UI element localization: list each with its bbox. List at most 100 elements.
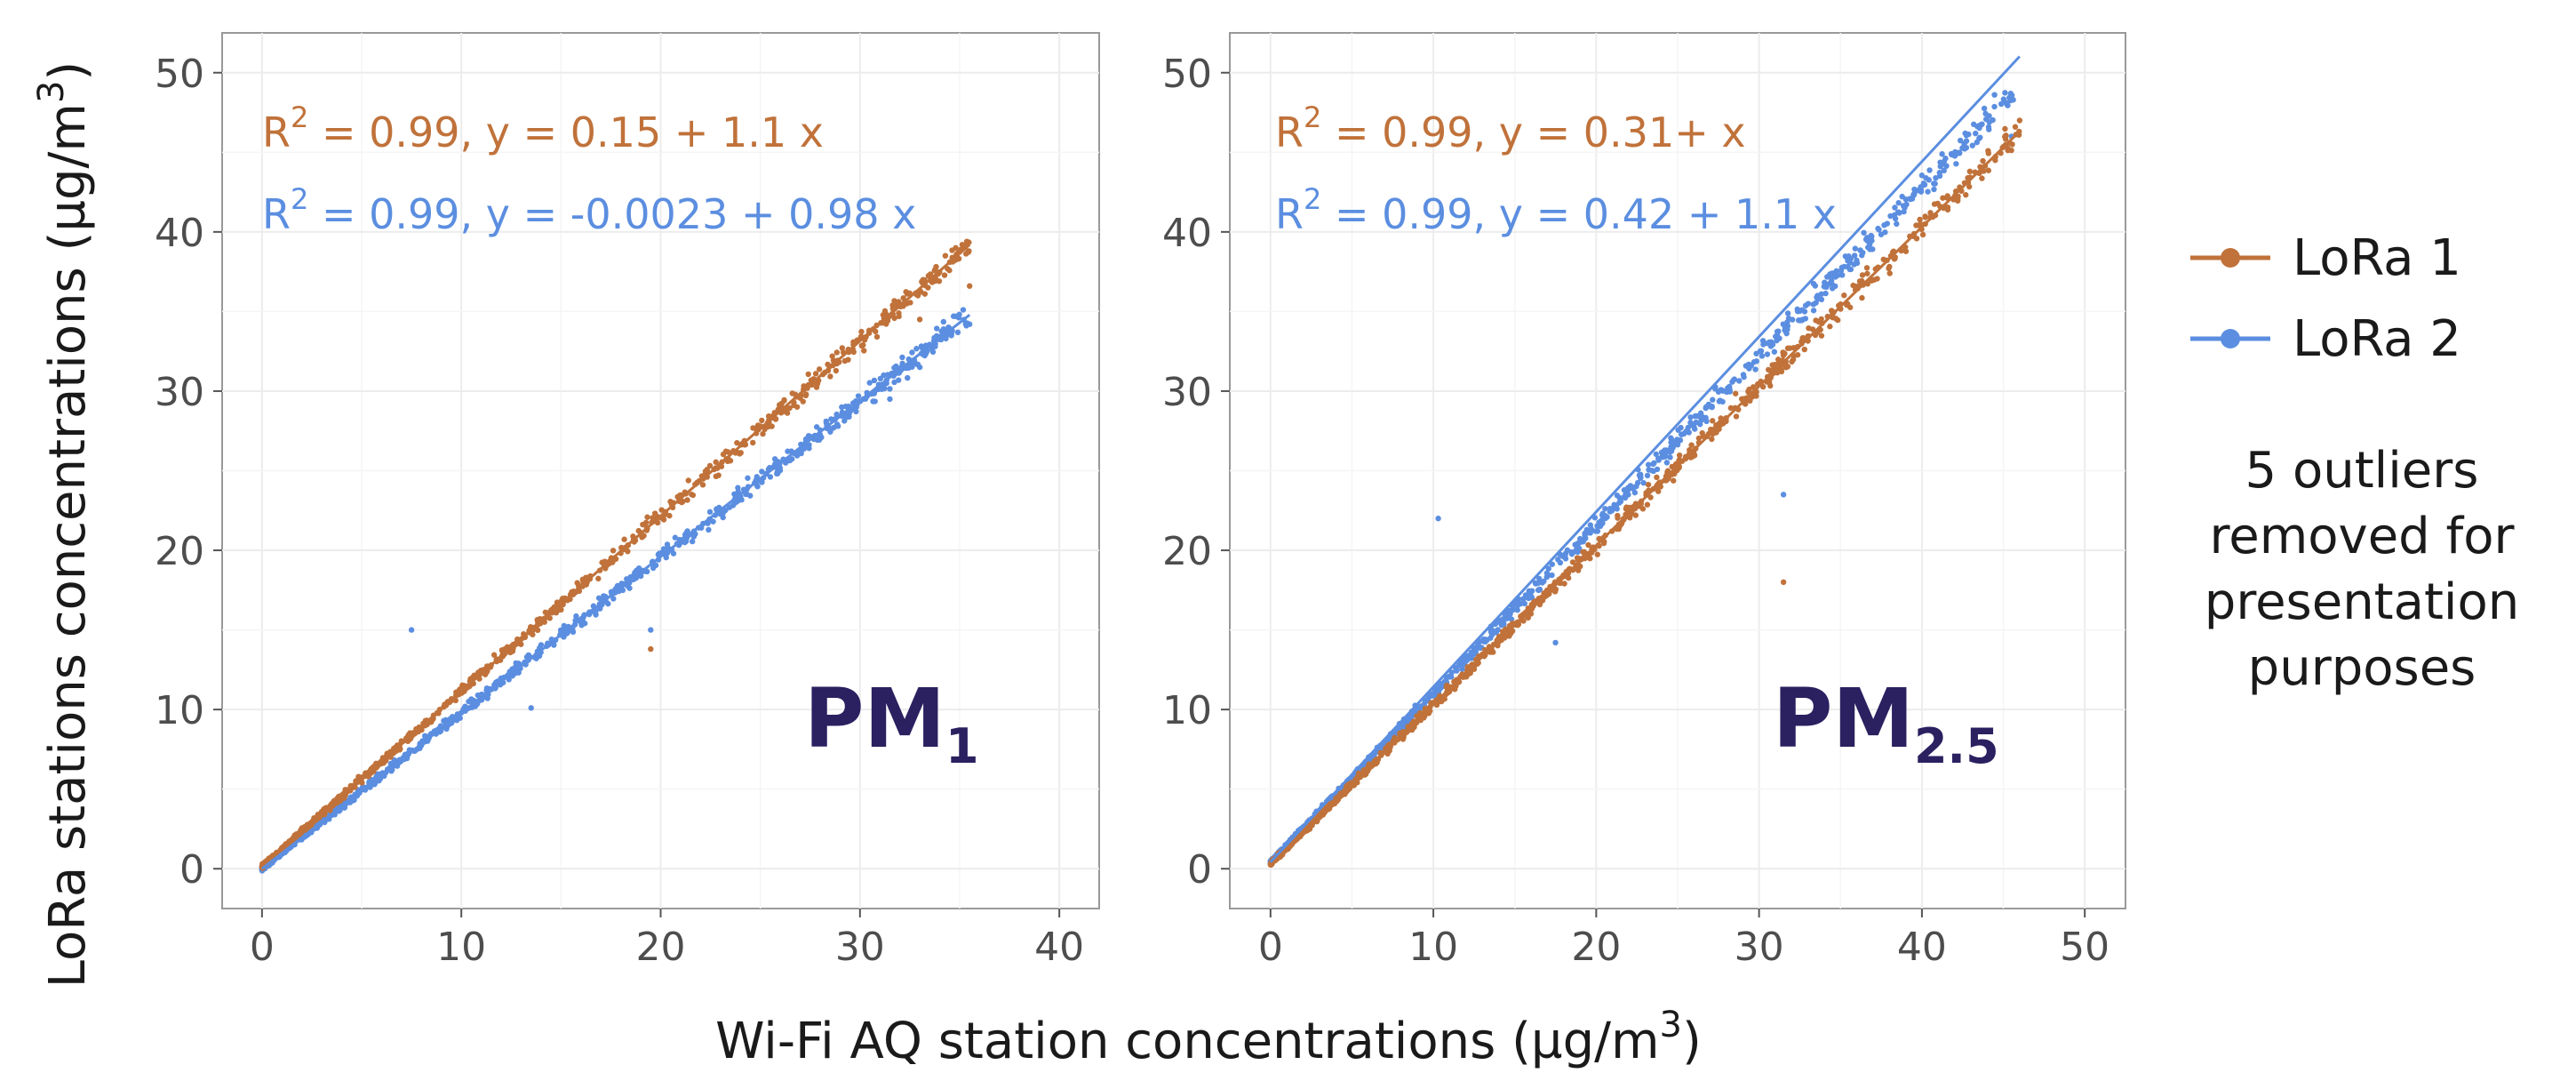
- data-point: [904, 291, 911, 297]
- data-point: [1608, 508, 1615, 514]
- data-point: [1710, 396, 1716, 403]
- note-line: removed for: [2210, 508, 2516, 565]
- y-tick-label: 0: [179, 847, 204, 893]
- data-point: [916, 316, 923, 323]
- data-point: [754, 422, 762, 428]
- data-point: [948, 332, 954, 339]
- data-point: [1709, 404, 1715, 410]
- data-point: [599, 559, 605, 565]
- data-point: [706, 508, 714, 516]
- data-point: [871, 377, 878, 384]
- data-point: [1743, 363, 1750, 369]
- data-point: [1962, 130, 1968, 137]
- data-point: [1638, 471, 1644, 478]
- data-point: [1521, 600, 1528, 607]
- data-point: [1617, 498, 1624, 505]
- data-point: [870, 398, 876, 404]
- data-point: [1545, 565, 1551, 572]
- data-point: [1645, 461, 1652, 468]
- data-point: [624, 576, 630, 582]
- data-point: [490, 652, 498, 658]
- data-point: [963, 238, 970, 244]
- data-point: [515, 661, 522, 667]
- data-point: [690, 533, 697, 540]
- data-point: [750, 425, 756, 431]
- data-point: [1973, 130, 1979, 137]
- data-point: [1753, 358, 1760, 364]
- data-point: [827, 373, 833, 380]
- data-point: [1865, 244, 1871, 251]
- data-point: [953, 313, 959, 320]
- data-point: [927, 271, 934, 277]
- data-point: [762, 426, 768, 433]
- data-point: [1941, 167, 1947, 174]
- data-point: [833, 367, 840, 374]
- data-point: [2004, 101, 2010, 108]
- data-point: [1759, 338, 1767, 344]
- data-point: [839, 404, 845, 411]
- data-point: [1661, 451, 1667, 458]
- data-point: [518, 641, 524, 647]
- data-point: [759, 417, 765, 424]
- data-point: [720, 451, 727, 458]
- data-point: [1748, 362, 1755, 369]
- data-point: [1784, 319, 1790, 325]
- data-point: [1884, 220, 1891, 227]
- data-point: [699, 482, 706, 488]
- data-point: [1758, 348, 1764, 355]
- x-tick-labels: 0 10 20 30 40 50: [1258, 909, 2109, 970]
- data-point: [1887, 212, 1894, 220]
- data-point: [1859, 252, 1865, 259]
- data-point: [805, 371, 811, 378]
- data-point: [812, 371, 819, 377]
- data-point: [1710, 418, 1716, 424]
- y-axis-title: LoRa stations concentrations (µg/m3): [31, 61, 97, 989]
- equation-lora2: R2 = 0.99, y = 0.42 + 1.1 x: [1275, 182, 1837, 238]
- data-point: [1907, 196, 1913, 202]
- data-point: [858, 328, 865, 335]
- data-point: [1507, 611, 1513, 617]
- data-point: [1896, 210, 1902, 216]
- data-point: [891, 364, 897, 371]
- data-point: [1832, 270, 1838, 277]
- data-point: [2003, 132, 2009, 139]
- data-point: [1854, 260, 1861, 267]
- data-point: [1687, 414, 1694, 420]
- data-point: [1614, 506, 1620, 512]
- data-point: [1500, 621, 1506, 628]
- data-point: [1745, 388, 1751, 395]
- data-point: [907, 362, 913, 369]
- outlier-note: 5 outliers removed for presentation purp…: [2205, 442, 2519, 697]
- data-point: [1416, 705, 1424, 712]
- data-point: [1974, 124, 1981, 130]
- data-point: [833, 349, 840, 356]
- data-point: [1986, 119, 1992, 125]
- legend-dot-lora1: [2221, 248, 2240, 268]
- data-point: [899, 354, 905, 361]
- data-point: [1671, 477, 1677, 484]
- data-point: [1810, 308, 1817, 314]
- data-point: [2012, 124, 2019, 130]
- data-point: [1774, 328, 1781, 335]
- panel-label-pm1: PM1: [804, 671, 979, 774]
- gridlines: [222, 33, 1099, 909]
- fit-line: [260, 314, 971, 870]
- data-point: [831, 424, 837, 431]
- data-point: [1655, 457, 1662, 463]
- data-point: [1759, 353, 1766, 359]
- data-point: [1876, 227, 1882, 233]
- data-point: [1602, 506, 1608, 512]
- data-point: [660, 516, 667, 523]
- data-point: [1678, 424, 1684, 431]
- data-point: [1627, 483, 1634, 489]
- data-point: [573, 613, 579, 620]
- data-point: [2002, 125, 2008, 132]
- data-point: [1985, 124, 1992, 131]
- note-line: 5 outliers: [2245, 442, 2479, 500]
- data-point: [635, 527, 642, 534]
- data-point: [1925, 188, 1931, 195]
- data-point: [672, 534, 679, 541]
- data-point: [921, 352, 928, 359]
- data-point: [734, 439, 740, 446]
- y-tick-label: 10: [155, 688, 204, 733]
